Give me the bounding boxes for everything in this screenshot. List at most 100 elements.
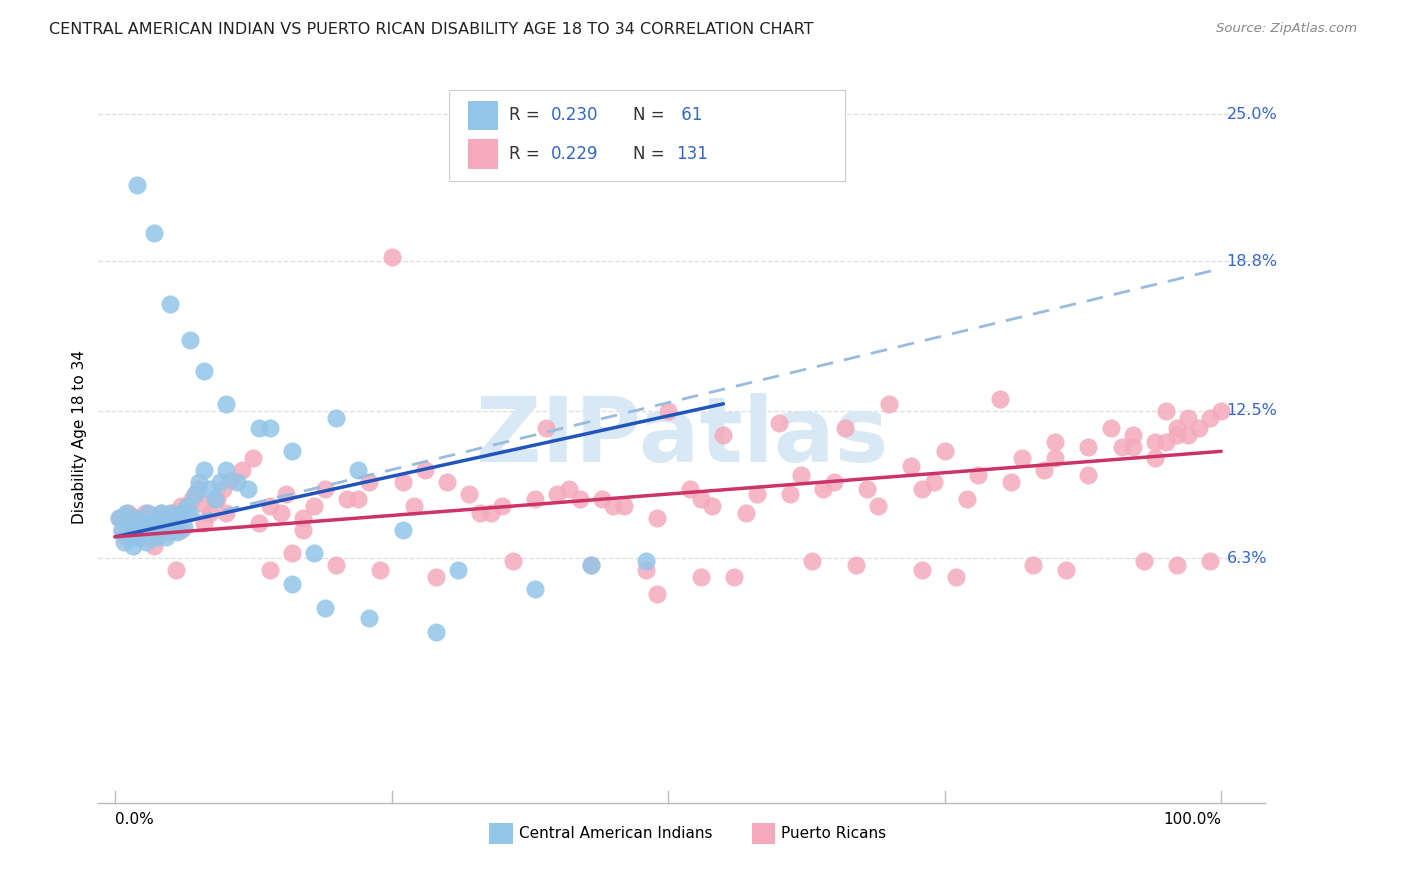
Point (502, 553, 524, 567)
Point (115, 506, 138, 520)
Point (934, 444, 956, 458)
Point (945, 570, 967, 584)
Text: 61: 61 (676, 106, 703, 124)
Point (214, 463, 236, 477)
Point (1177, 427, 1199, 442)
Point (176, 506, 198, 520)
Point (142, 226, 165, 240)
Point (209, 475, 232, 490)
Point (159, 506, 181, 520)
Point (173, 520, 195, 534)
Point (1022, 558, 1045, 573)
Point (956, 491, 979, 506)
Point (193, 463, 215, 477)
Point (436, 475, 458, 490)
Point (108, 511, 131, 525)
Point (198, 483, 221, 497)
Point (634, 553, 657, 567)
Point (602, 499, 624, 513)
Point (117, 516, 139, 530)
Point (1154, 434, 1177, 449)
Point (359, 610, 381, 624)
Text: N =: N = (633, 106, 669, 124)
Point (225, 475, 247, 490)
Point (900, 458, 922, 473)
FancyBboxPatch shape (752, 822, 775, 845)
Point (800, 553, 823, 567)
Point (127, 520, 149, 534)
Point (193, 363, 215, 377)
Point (153, 516, 176, 530)
Text: Source: ZipAtlas.com: Source: ZipAtlas.com (1216, 22, 1357, 36)
Point (170, 523, 193, 537)
Point (128, 530, 150, 544)
Point (988, 392, 1011, 406)
Point (292, 523, 315, 537)
Point (811, 483, 834, 497)
Point (242, 451, 264, 466)
Text: R =: R = (509, 145, 546, 163)
Point (166, 516, 188, 530)
Point (157, 516, 180, 530)
Point (108, 511, 131, 525)
Point (193, 497, 215, 511)
Point (868, 499, 890, 513)
Point (1177, 411, 1199, 425)
Text: ZIPatlas: ZIPatlas (475, 393, 889, 481)
Point (380, 250, 402, 264)
Point (231, 463, 253, 477)
Point (591, 491, 613, 506)
Point (1122, 440, 1144, 454)
Point (579, 558, 602, 573)
Point (259, 499, 281, 513)
Text: 100.0%: 100.0% (1163, 813, 1222, 827)
Point (1143, 451, 1166, 466)
Point (1166, 420, 1188, 434)
Point (314, 601, 336, 615)
Point (1122, 427, 1144, 442)
Point (425, 624, 447, 639)
Text: Central American Indians: Central American Indians (519, 826, 711, 841)
Point (159, 297, 181, 311)
Point (281, 444, 304, 458)
Point (370, 563, 392, 577)
Point (413, 463, 436, 477)
Point (259, 420, 281, 434)
Point (143, 520, 166, 534)
Point (645, 511, 668, 525)
Point (162, 506, 184, 520)
Point (634, 563, 657, 577)
Point (150, 506, 173, 520)
Point (1054, 563, 1077, 577)
Point (347, 463, 370, 477)
Point (148, 511, 170, 525)
Point (124, 530, 146, 544)
Point (657, 404, 679, 418)
Text: 0.230: 0.230 (551, 106, 599, 124)
Point (183, 487, 205, 501)
Text: R =: R = (509, 106, 546, 124)
Point (214, 506, 236, 520)
Point (391, 475, 413, 490)
Point (1099, 420, 1122, 434)
Point (143, 511, 166, 525)
FancyBboxPatch shape (449, 90, 845, 181)
Point (165, 563, 187, 577)
Point (690, 491, 713, 506)
Point (557, 483, 579, 497)
Point (911, 483, 934, 497)
Text: N =: N = (633, 145, 669, 163)
Point (1045, 451, 1067, 466)
Text: Puerto Ricans: Puerto Ricans (782, 826, 886, 841)
Point (336, 491, 359, 506)
Point (1211, 404, 1233, 418)
Point (155, 530, 177, 544)
Point (292, 511, 315, 525)
Point (1199, 553, 1222, 567)
Point (212, 483, 235, 497)
Point (314, 483, 336, 497)
Point (131, 520, 153, 534)
Point (115, 530, 138, 544)
Point (136, 516, 159, 530)
Point (127, 178, 149, 193)
